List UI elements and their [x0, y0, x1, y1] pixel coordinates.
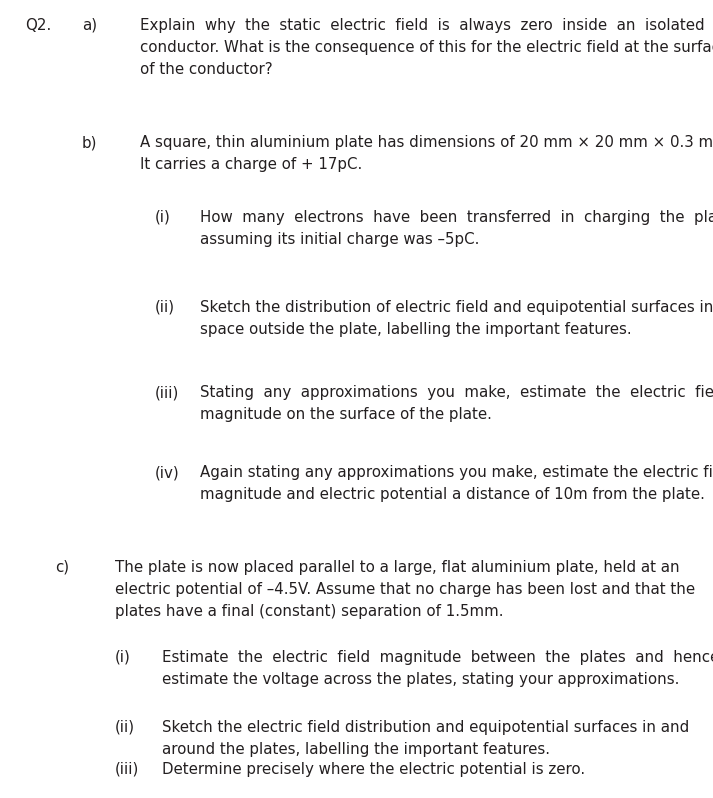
Text: Sketch the distribution of electric field and equipotential surfaces in the
spac: Sketch the distribution of electric fiel…	[200, 300, 713, 338]
Text: Explain  why  the  static  electric  field  is  always  zero  inside  an  isolat: Explain why the static electric field is…	[140, 18, 713, 77]
Text: Stating  any  approximations  you  make,  estimate  the  electric  field
magnitu: Stating any approximations you make, est…	[200, 385, 713, 422]
Text: (i): (i)	[155, 210, 171, 225]
Text: Again stating any approximations you make, estimate the electric field
magnitude: Again stating any approximations you mak…	[200, 465, 713, 502]
Text: (ii): (ii)	[155, 300, 175, 315]
Text: (i): (i)	[115, 650, 131, 665]
Text: Q2.: Q2.	[25, 18, 51, 33]
Text: How  many  electrons  have  been  transferred  in  charging  the  plate,
assumin: How many electrons have been transferred…	[200, 210, 713, 247]
Text: a): a)	[82, 18, 97, 33]
Text: (iii): (iii)	[155, 385, 180, 400]
Text: Estimate  the  electric  field  magnitude  between  the  plates  and  hence
esti: Estimate the electric field magnitude be…	[162, 650, 713, 687]
Text: The plate is now placed parallel to a large, flat aluminium plate, held at an
el: The plate is now placed parallel to a la…	[115, 560, 695, 619]
Text: Determine precisely where the electric potential is zero.: Determine precisely where the electric p…	[162, 762, 585, 777]
Text: b): b)	[82, 135, 98, 150]
Text: c): c)	[55, 560, 69, 575]
Text: (iv): (iv)	[155, 465, 180, 480]
Text: A square, thin aluminium plate has dimensions of 20 mm × 20 mm × 0.3 mm.
It carr: A square, thin aluminium plate has dimen…	[140, 135, 713, 172]
Text: (iii): (iii)	[115, 762, 139, 777]
Text: (ii): (ii)	[115, 720, 135, 735]
Text: Sketch the electric field distribution and equipotential surfaces in and
around : Sketch the electric field distribution a…	[162, 720, 689, 757]
